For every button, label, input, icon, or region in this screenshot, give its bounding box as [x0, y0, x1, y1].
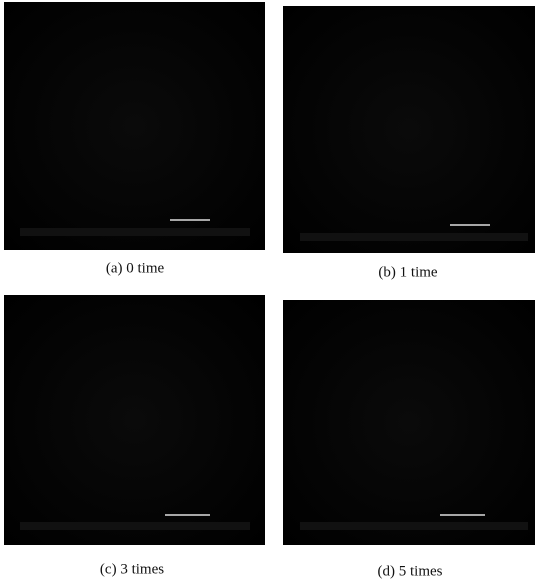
caption: (b) 1 time [378, 264, 437, 280]
sem-image [283, 300, 535, 545]
caption: (d) 5 times [378, 563, 443, 579]
sem-image [4, 2, 265, 250]
caption: (a) 0 time [106, 260, 165, 276]
sem-image [4, 295, 265, 545]
caption: (c) 3 times [100, 561, 164, 577]
sem-image [283, 6, 535, 253]
